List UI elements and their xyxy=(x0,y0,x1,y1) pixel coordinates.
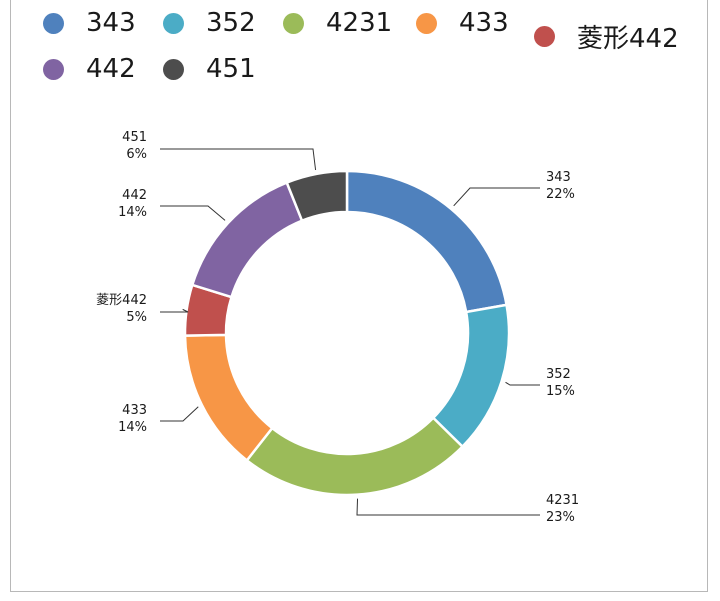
legend-swatch xyxy=(163,58,184,80)
legend-item-451: 451 xyxy=(163,54,256,84)
legend-swatch xyxy=(283,12,304,34)
data-label-percent: 23% xyxy=(546,510,575,525)
leader-line xyxy=(160,406,199,422)
legend-item-433: 433 xyxy=(416,8,509,38)
data-label-percent: 22% xyxy=(546,187,575,202)
leader-line xyxy=(505,381,540,386)
leader-line xyxy=(453,187,540,207)
data-label-category: 433 xyxy=(122,403,147,418)
legend-label: 343 xyxy=(86,8,136,38)
donut-slice-352 xyxy=(431,303,511,449)
legend-item-diamond-442: 菱形442 xyxy=(534,18,679,55)
leader-line xyxy=(356,498,540,516)
legend-label: 352 xyxy=(206,8,256,38)
legend-swatch xyxy=(534,26,555,47)
leader-line xyxy=(160,148,317,171)
data-label-category: 352 xyxy=(546,367,571,382)
legend-swatch xyxy=(43,58,64,80)
legend-item-442: 442 xyxy=(43,54,136,84)
legend-item-343: 343 xyxy=(43,8,136,38)
data-label-category: 442 xyxy=(122,188,147,203)
data-label-category: 451 xyxy=(122,130,147,145)
data-label-percent: 5% xyxy=(126,310,147,325)
legend-item-352: 352 xyxy=(163,8,256,38)
data-label-percent: 15% xyxy=(546,384,575,399)
data-label-percent: 6% xyxy=(126,147,147,162)
legend-item-4231: 4231 xyxy=(283,8,392,38)
legend-swatch xyxy=(163,12,184,34)
data-label-category: 菱形442 xyxy=(96,293,147,308)
donut-slice-451 xyxy=(285,169,349,223)
legend-label: 433 xyxy=(459,8,509,38)
legend-label: 442 xyxy=(86,54,136,84)
legend-swatch xyxy=(43,12,64,34)
data-label-percent: 14% xyxy=(118,420,147,435)
donut-slice-4231 xyxy=(245,416,465,497)
legend-label: 菱形442 xyxy=(577,24,679,54)
donut-slice-442 xyxy=(190,180,304,299)
leader-line xyxy=(160,308,189,313)
leader-line xyxy=(160,205,226,221)
data-label-category: 343 xyxy=(546,170,571,185)
data-label-category: 4231 xyxy=(546,493,579,508)
donut-slice-343 xyxy=(345,169,508,314)
legend-label: 451 xyxy=(206,54,256,84)
legend-label: 4231 xyxy=(326,8,393,38)
legend-swatch xyxy=(416,12,437,34)
donut-slice-433 xyxy=(183,333,274,463)
data-label-percent: 14% xyxy=(118,205,147,220)
